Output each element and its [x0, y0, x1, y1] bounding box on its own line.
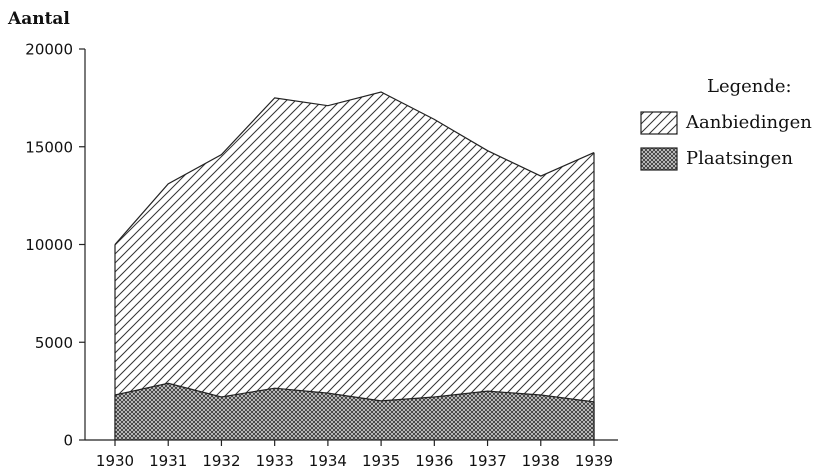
y-tick-label: 0 [63, 432, 73, 450]
legend: Legende: Aanbiedingen Plaatsingen [641, 76, 812, 170]
y-axis-ticks: 0 5000 10000 15000 20000 [25, 41, 85, 450]
x-tick-label: 1934 [309, 452, 347, 470]
x-tick-label: 1938 [522, 452, 560, 470]
x-tick-label: 1931 [149, 452, 187, 470]
x-axis-ticks: 1930 1931 1932 1933 1934 1935 1936 1937 1938 1939 [96, 440, 613, 470]
legend-swatch-plaatsingen [641, 148, 677, 170]
x-tick-label: 1935 [362, 452, 400, 470]
y-tick-label: 10000 [25, 236, 73, 254]
y-tick-label: 20000 [25, 41, 73, 59]
x-tick-label: 1932 [202, 452, 240, 470]
area-layer [115, 92, 594, 440]
legend-title: Legende: [707, 76, 792, 97]
x-tick-label: 1939 [575, 452, 613, 470]
y-tick-label: 15000 [25, 138, 73, 156]
y-tick-label: 5000 [35, 334, 73, 352]
legend-label-plaatsingen: Plaatsingen [686, 148, 793, 169]
x-tick-label: 1937 [468, 452, 506, 470]
y-axis-label: Aantal [7, 9, 70, 29]
x-tick-label: 1930 [96, 452, 134, 470]
legend-label-aanbiedingen: Aanbiedingen [685, 112, 812, 133]
legend-swatch-aanbiedingen [641, 112, 677, 134]
x-tick-label: 1933 [256, 452, 294, 470]
x-tick-label: 1936 [415, 452, 453, 470]
